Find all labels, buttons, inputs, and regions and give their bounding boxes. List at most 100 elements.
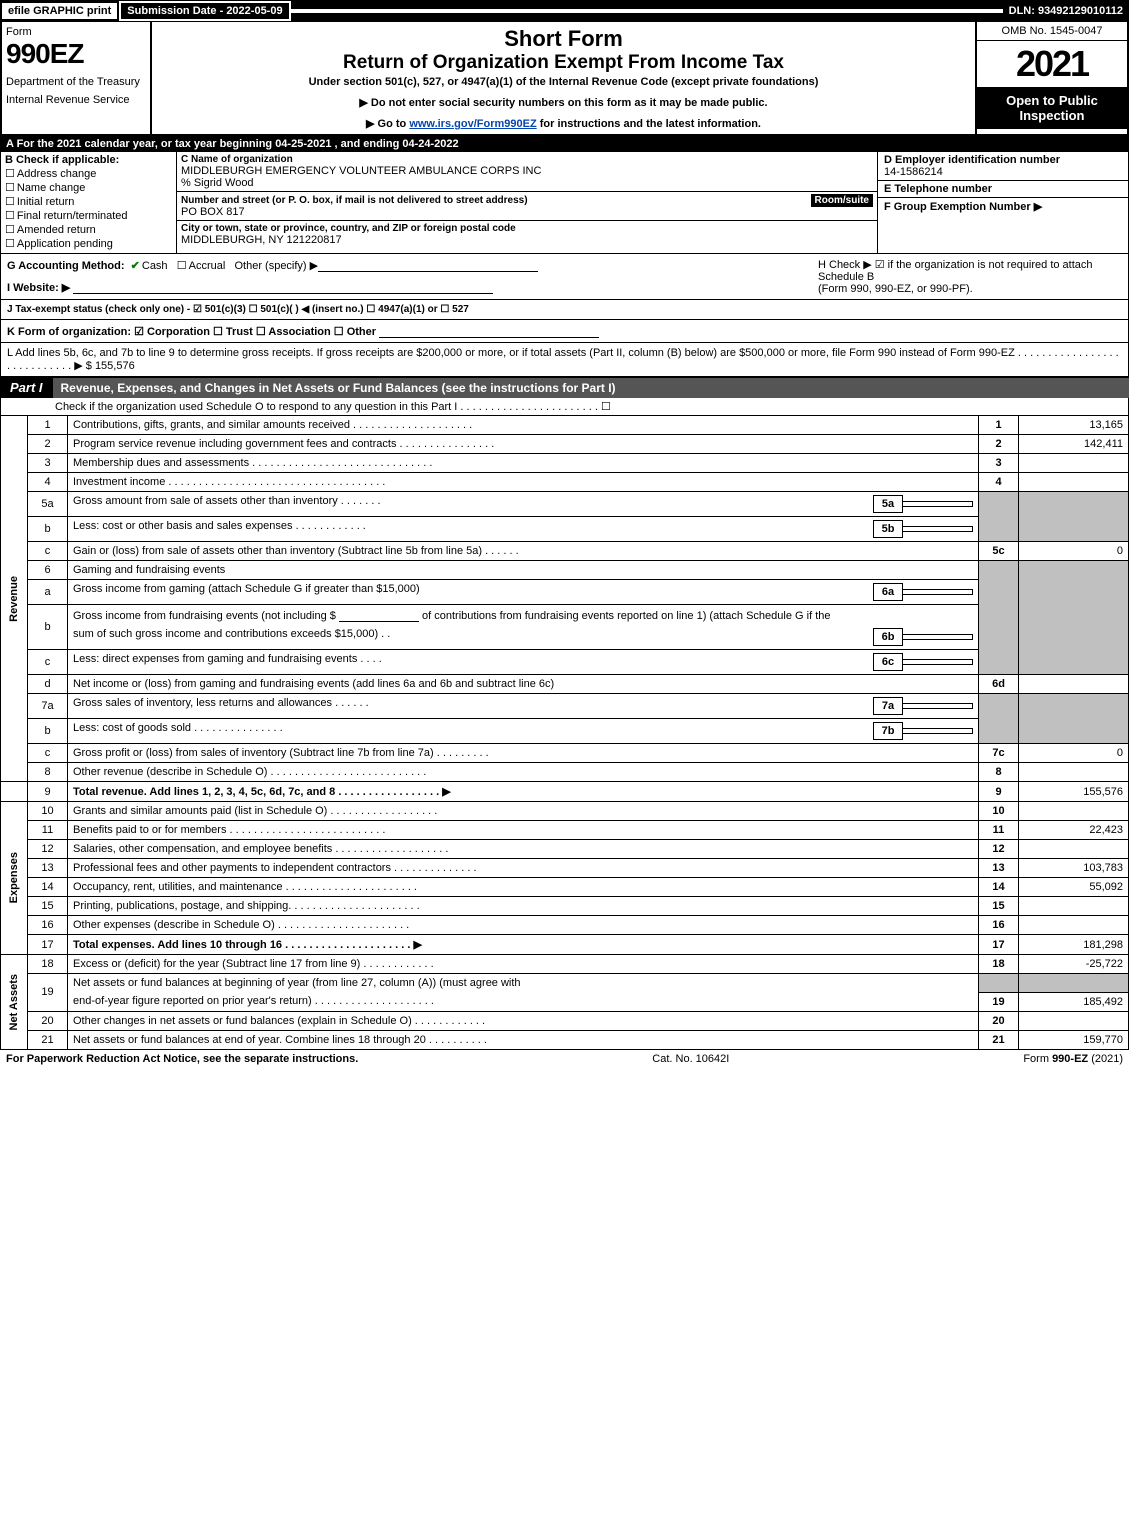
c-header: C Name of organization [181,154,873,165]
title-return: Return of Organization Exempt From Incom… [158,52,969,74]
l-text: L Add lines 5b, 6c, and 7b to line 9 to … [7,347,1119,372]
table-row: bLess: cost of goods sold . . . . . . . … [1,719,1129,744]
table-row: 17Total expenses. Add lines 10 through 1… [1,935,1129,955]
table-row: cLess: direct expenses from gaming and f… [1,650,1129,675]
dept-treasury: Department of the Treasury [6,76,146,88]
cb-final-return[interactable]: Final return/terminated [5,209,172,222]
cb-initial-return[interactable]: Initial return [5,195,172,208]
submission-date: Submission Date - 2022-05-09 [119,1,290,21]
footer-left: For Paperwork Reduction Act Notice, see … [6,1053,358,1065]
line-g: G Accounting Method: Cash Accrual Other … [7,258,812,295]
title-sub: Under section 501(c), 527, or 4947(a)(1)… [158,76,969,88]
table-row: Expenses 10Grants and similar amounts pa… [1,802,1129,821]
h-sub: (Form 990, 990-EZ, or 990-PF). [818,283,1122,295]
k-other-input[interactable] [379,324,599,338]
table-row: 16Other expenses (describe in Schedule O… [1,916,1129,935]
table-row: cGross profit or (loss) from sales of in… [1,744,1129,763]
i-label: I Website: ▶ [7,282,70,294]
desc: Contributions, gifts, grants, and simila… [68,416,979,435]
table-row: 3Membership dues and assessments . . . .… [1,454,1129,473]
amt: 13,165 [1019,416,1129,435]
table-row: 4Investment income . . . . . . . . . . .… [1,473,1129,492]
col-d-to-f: D Employer identification number 14-1586… [878,152,1128,253]
irs-link[interactable]: www.irs.gov/Form990EZ [409,118,536,130]
part1-sub: Check if the organization used Schedule … [0,398,1129,415]
table-row: cGain or (loss) from sale of assets othe… [1,542,1129,561]
cb-amended[interactable]: Amended return [5,223,172,236]
tax-year: 2021 [977,41,1127,87]
cb-pending[interactable]: Application pending [5,237,172,250]
ein-cell: D Employer identification number 14-1586… [878,152,1128,181]
line-k: K Form of organization: ☑ Corporation ☐ … [0,320,1129,343]
dln-label: DLN: 93492129010112 [1003,3,1129,19]
cb-accrual[interactable] [177,260,189,272]
part1-header: Part I Revenue, Expenses, and Changes in… [0,377,1129,398]
efile-label[interactable]: efile GRAPHIC print [0,1,119,21]
table-row: 13Professional fees and other payments t… [1,859,1129,878]
row-a-tax-year: A For the 2021 calendar year, or tax yea… [0,136,1129,152]
topbar-spacer [291,9,1003,13]
top-bar: efile GRAPHIC print Submission Date - 20… [0,0,1129,22]
part1-title: Revenue, Expenses, and Changes in Net As… [53,378,1129,398]
table-row: bGross income from fundraising events (n… [1,605,1129,626]
footer-mid: Cat. No. 10642I [652,1053,729,1065]
cb-name-change[interactable]: Name change [5,181,172,194]
line-j: J Tax-exempt status (check only one) - ☑… [0,300,1129,320]
room-header: Room/suite [811,194,873,207]
header-left: Form 990EZ Department of the Treasury In… [2,22,152,134]
website-input[interactable] [73,280,493,294]
h-label: H Check ▶ ☑ if the organization is not r… [818,258,1122,283]
table-row: 8Other revenue (describe in Schedule O) … [1,763,1129,782]
f-header: F Group Exemption Number ▶ [884,201,1042,213]
cb-address-change[interactable]: Address change [5,167,172,180]
header-right: OMB No. 1545-0047 2021 Open to Public In… [977,22,1127,134]
line-g-h: G Accounting Method: Cash Accrual Other … [0,254,1129,300]
table-row: end-of-year figure reported on prior yea… [1,992,1129,1011]
table-row: dNet income or (loss) from gaming and fu… [1,675,1129,694]
care-of: % Sigrid Wood [181,177,873,189]
omb-number: OMB No. 1545-0047 [977,22,1127,41]
g-label: G Accounting Method: [7,260,125,272]
table-row: bLess: cost or other basis and sales exp… [1,517,1129,542]
table-row: 12Salaries, other compensation, and empl… [1,840,1129,859]
table-row: 6Gaming and fundraising events [1,561,1129,580]
table-row: 2Program service revenue including gover… [1,435,1129,454]
footer-right: Form 990-EZ (2021) [1023,1053,1123,1065]
d-header: D Employer identification number [884,154,1122,166]
ein: 14-1586214 [884,166,1122,178]
group-exempt-cell: F Group Exemption Number ▶ [878,198,1128,215]
table-row: Net Assets 18Excess or (deficit) for the… [1,955,1129,974]
b-header: B Check if applicable: [5,154,172,166]
org-name-cell: C Name of organization MIDDLEBURGH EMERG… [177,152,877,192]
line-h: H Check ▶ ☑ if the organization is not r… [812,258,1122,295]
city-header: City or town, state or province, country… [181,223,873,234]
side-revenue: Revenue [1,416,28,782]
form-label: Form [6,26,146,38]
note2-post: for instructions and the latest informat… [537,118,761,130]
part1-table: Revenue 1 Contributions, gifts, grants, … [0,415,1129,1050]
page-footer: For Paperwork Reduction Act Notice, see … [0,1050,1129,1068]
note2-pre: ▶ Go to [366,118,409,130]
line-l: L Add lines 5b, 6c, and 7b to line 9 to … [0,343,1129,377]
street-header: Number and street (or P. O. box, if mail… [181,195,528,206]
note-ssn: ▶ Do not enter social security numbers o… [158,96,969,109]
open-inspection: Open to Public Inspection [977,87,1127,129]
side-net-assets: Net Assets [1,955,28,1050]
table-row: Revenue 1 Contributions, gifts, grants, … [1,416,1129,435]
form-number: 990EZ [6,38,146,70]
table-row: sum of such gross income and contributio… [1,625,1129,650]
city: MIDDLEBURGH, NY 121220817 [181,234,873,246]
ln: 1 [28,416,68,435]
table-row: 11Benefits paid to or for members . . . … [1,821,1129,840]
other-specify-input[interactable] [318,258,538,272]
cb-cash[interactable] [131,260,142,272]
6b-amount-input[interactable] [339,608,419,622]
e-header: E Telephone number [884,183,1122,195]
irs-label: Internal Revenue Service [6,94,146,106]
note-link: ▶ Go to www.irs.gov/Form990EZ for instru… [158,117,969,130]
header-mid: Short Form Return of Organization Exempt… [152,22,977,134]
j-text: J Tax-exempt status (check only one) - ☑… [7,304,469,315]
col-c: C Name of organization MIDDLEBURGH EMERG… [177,152,878,253]
city-cell: City or town, state or province, country… [177,221,877,248]
org-name: MIDDLEBURGH EMERGENCY VOLUNTEER AMBULANC… [181,165,873,177]
